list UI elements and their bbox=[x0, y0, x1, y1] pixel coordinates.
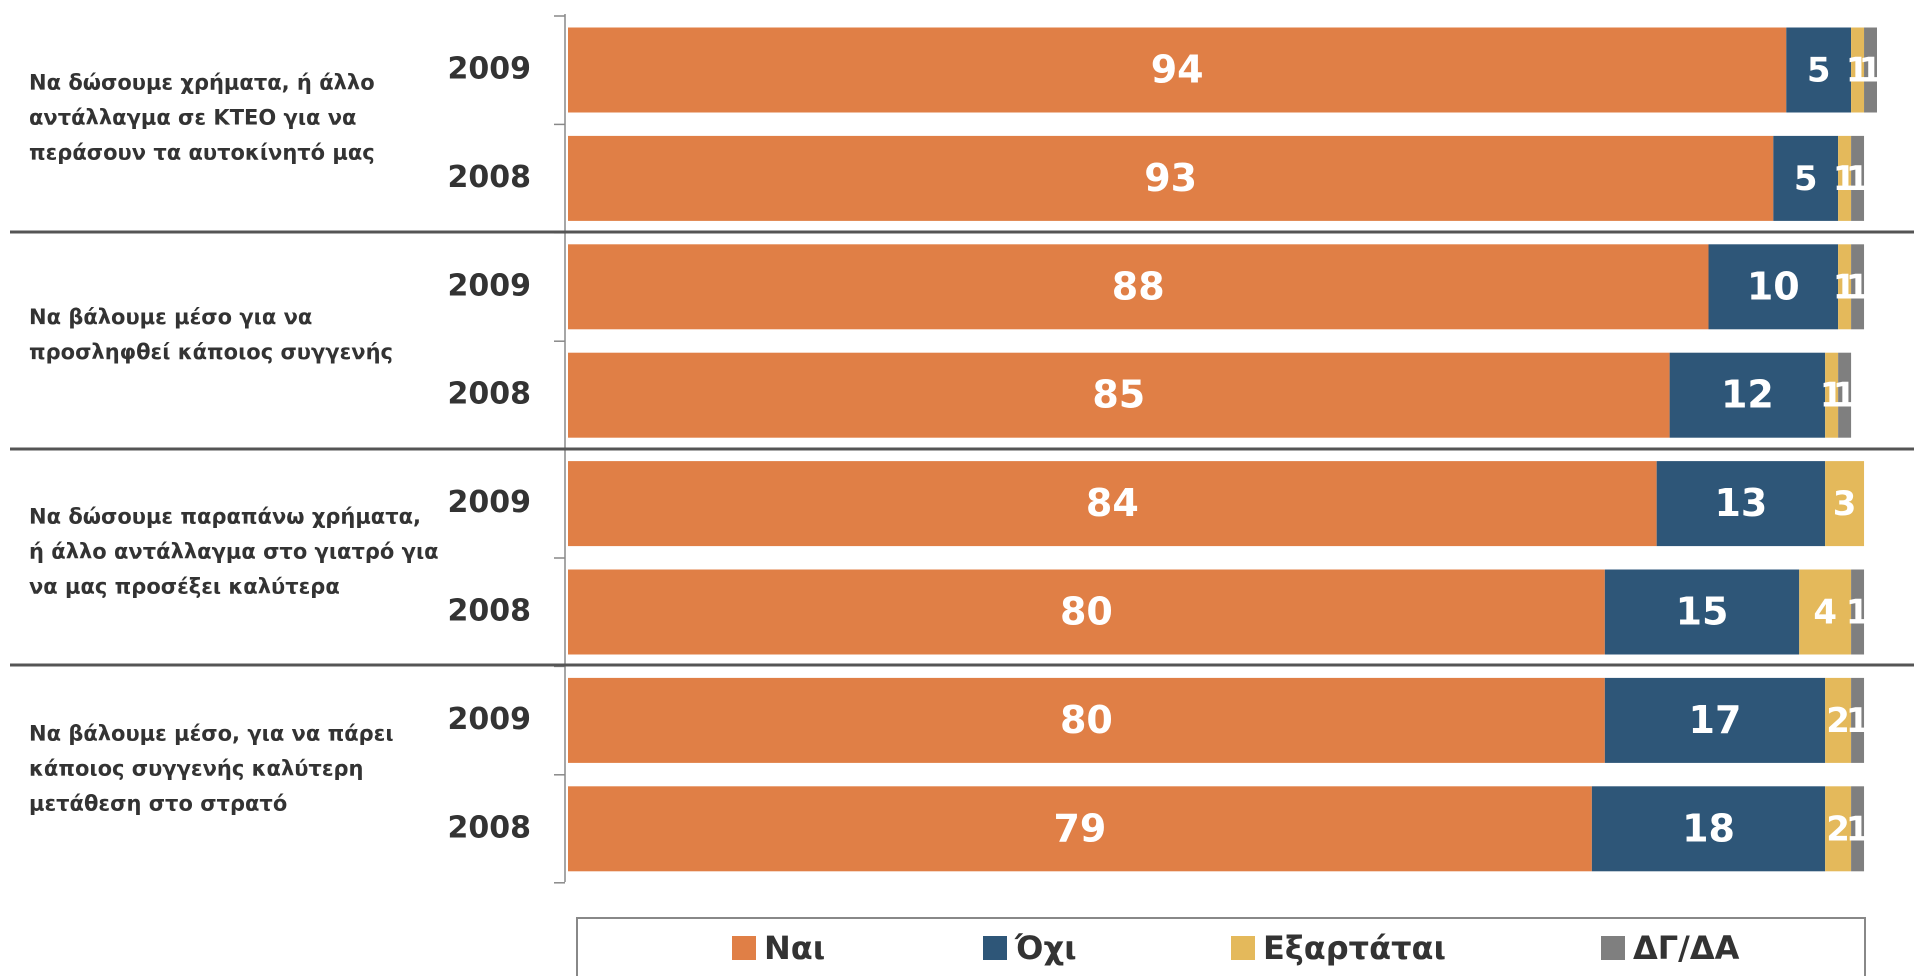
bar-segment bbox=[1825, 461, 1865, 547]
value-label: 93 bbox=[1144, 156, 1197, 200]
bar-segment bbox=[1708, 244, 1839, 330]
legend-label: Ναι bbox=[764, 929, 825, 967]
value-label: 2 bbox=[1826, 701, 1850, 741]
bar-segment bbox=[1669, 352, 1826, 438]
value-label: 13 bbox=[1714, 481, 1767, 525]
value-label: 1 bbox=[1833, 267, 1857, 307]
year-label: 2009 bbox=[448, 485, 532, 520]
value-label: 5 bbox=[1794, 159, 1818, 199]
value-label: 1 bbox=[1859, 51, 1883, 91]
value-label: 12 bbox=[1721, 373, 1774, 417]
bar-segment bbox=[1851, 27, 1865, 113]
bar-segment bbox=[1591, 786, 1826, 872]
bar-segment bbox=[568, 461, 1657, 547]
legend-label: Εξαρτάται bbox=[1263, 929, 1446, 967]
value-label: 84 bbox=[1086, 481, 1139, 525]
value-label: 1 bbox=[1833, 376, 1857, 416]
value-label: 10 bbox=[1747, 264, 1800, 308]
bar-segment bbox=[568, 352, 1670, 438]
value-label: 79 bbox=[1053, 806, 1106, 850]
group-label: Να βάλουμε μέσο για να προσληφθεί κάποιο… bbox=[29, 305, 393, 364]
bar-segment bbox=[1786, 27, 1852, 113]
bar-segment bbox=[568, 135, 1774, 221]
value-label: 18 bbox=[1682, 806, 1735, 850]
value-label: 80 bbox=[1060, 698, 1113, 742]
bar-segment bbox=[568, 569, 1605, 655]
value-label: 2 bbox=[1826, 809, 1850, 849]
legend-swatch bbox=[1231, 936, 1255, 960]
bar-segment bbox=[1799, 569, 1852, 655]
value-label: 17 bbox=[1689, 698, 1742, 742]
value-label: 1 bbox=[1846, 593, 1870, 633]
value-label: 1 bbox=[1820, 376, 1844, 416]
bar-segment bbox=[568, 786, 1592, 872]
group-label: Να βάλουμε μέσο, για να πάρει κάποιος συ… bbox=[29, 721, 394, 816]
value-label: 5 bbox=[1807, 51, 1831, 91]
bar-segment bbox=[1604, 677, 1826, 763]
bar-segment bbox=[568, 677, 1605, 763]
bar-segment bbox=[1838, 244, 1852, 330]
bar-segment bbox=[1656, 461, 1826, 547]
legend-swatch bbox=[732, 936, 756, 960]
value-label: 1 bbox=[1846, 51, 1870, 91]
value-label: 80 bbox=[1060, 590, 1113, 634]
value-label: 88 bbox=[1112, 264, 1165, 308]
bar-segment bbox=[1851, 569, 1865, 655]
value-label: 15 bbox=[1676, 590, 1729, 634]
legend-label: Όχι bbox=[1014, 929, 1077, 967]
value-label: 1 bbox=[1846, 159, 1870, 199]
bar-segment bbox=[1851, 677, 1865, 763]
year-label: 2009 bbox=[448, 702, 532, 737]
bar-segment bbox=[1825, 786, 1852, 872]
year-label: 2008 bbox=[448, 810, 532, 845]
value-label: 1 bbox=[1833, 159, 1857, 199]
value-label: 1 bbox=[1846, 267, 1870, 307]
year-label: 2009 bbox=[448, 268, 532, 303]
legend-label: ΔΓ/ΔΑ bbox=[1633, 929, 1740, 967]
value-label: 1 bbox=[1846, 809, 1870, 849]
bar-segment bbox=[1851, 244, 1865, 330]
value-label: 3 bbox=[1833, 484, 1857, 524]
value-label: 4 bbox=[1813, 593, 1837, 633]
year-label: 2008 bbox=[448, 160, 532, 195]
bar-segment bbox=[1851, 135, 1865, 221]
bar-segment bbox=[568, 27, 1787, 113]
value-label: 94 bbox=[1151, 48, 1204, 92]
year-label: 2008 bbox=[448, 594, 532, 629]
group-label: Να δώσουμε χρήματα, ή άλλο αντάλλαγμα σε… bbox=[29, 70, 375, 165]
bar-segment bbox=[1825, 352, 1839, 438]
bar-segment bbox=[568, 244, 1709, 330]
bar-segment bbox=[1773, 135, 1839, 221]
bar-segment bbox=[1825, 677, 1852, 763]
legend-swatch bbox=[1601, 936, 1625, 960]
legend-swatch bbox=[983, 936, 1007, 960]
bar-segment bbox=[1604, 569, 1800, 655]
value-label: 1 bbox=[1846, 701, 1870, 741]
year-label: 2009 bbox=[448, 52, 532, 87]
bar-segment bbox=[1838, 135, 1852, 221]
bar-segment bbox=[1851, 786, 1865, 872]
value-label: 85 bbox=[1092, 373, 1145, 417]
legend-box bbox=[576, 917, 1866, 976]
group-label: Να δώσουμε παραπάνω χρήματα, ή άλλο αντά… bbox=[29, 504, 439, 599]
bar-segment bbox=[1864, 27, 1877, 113]
bar-segment bbox=[1838, 352, 1852, 438]
year-label: 2008 bbox=[448, 377, 532, 412]
